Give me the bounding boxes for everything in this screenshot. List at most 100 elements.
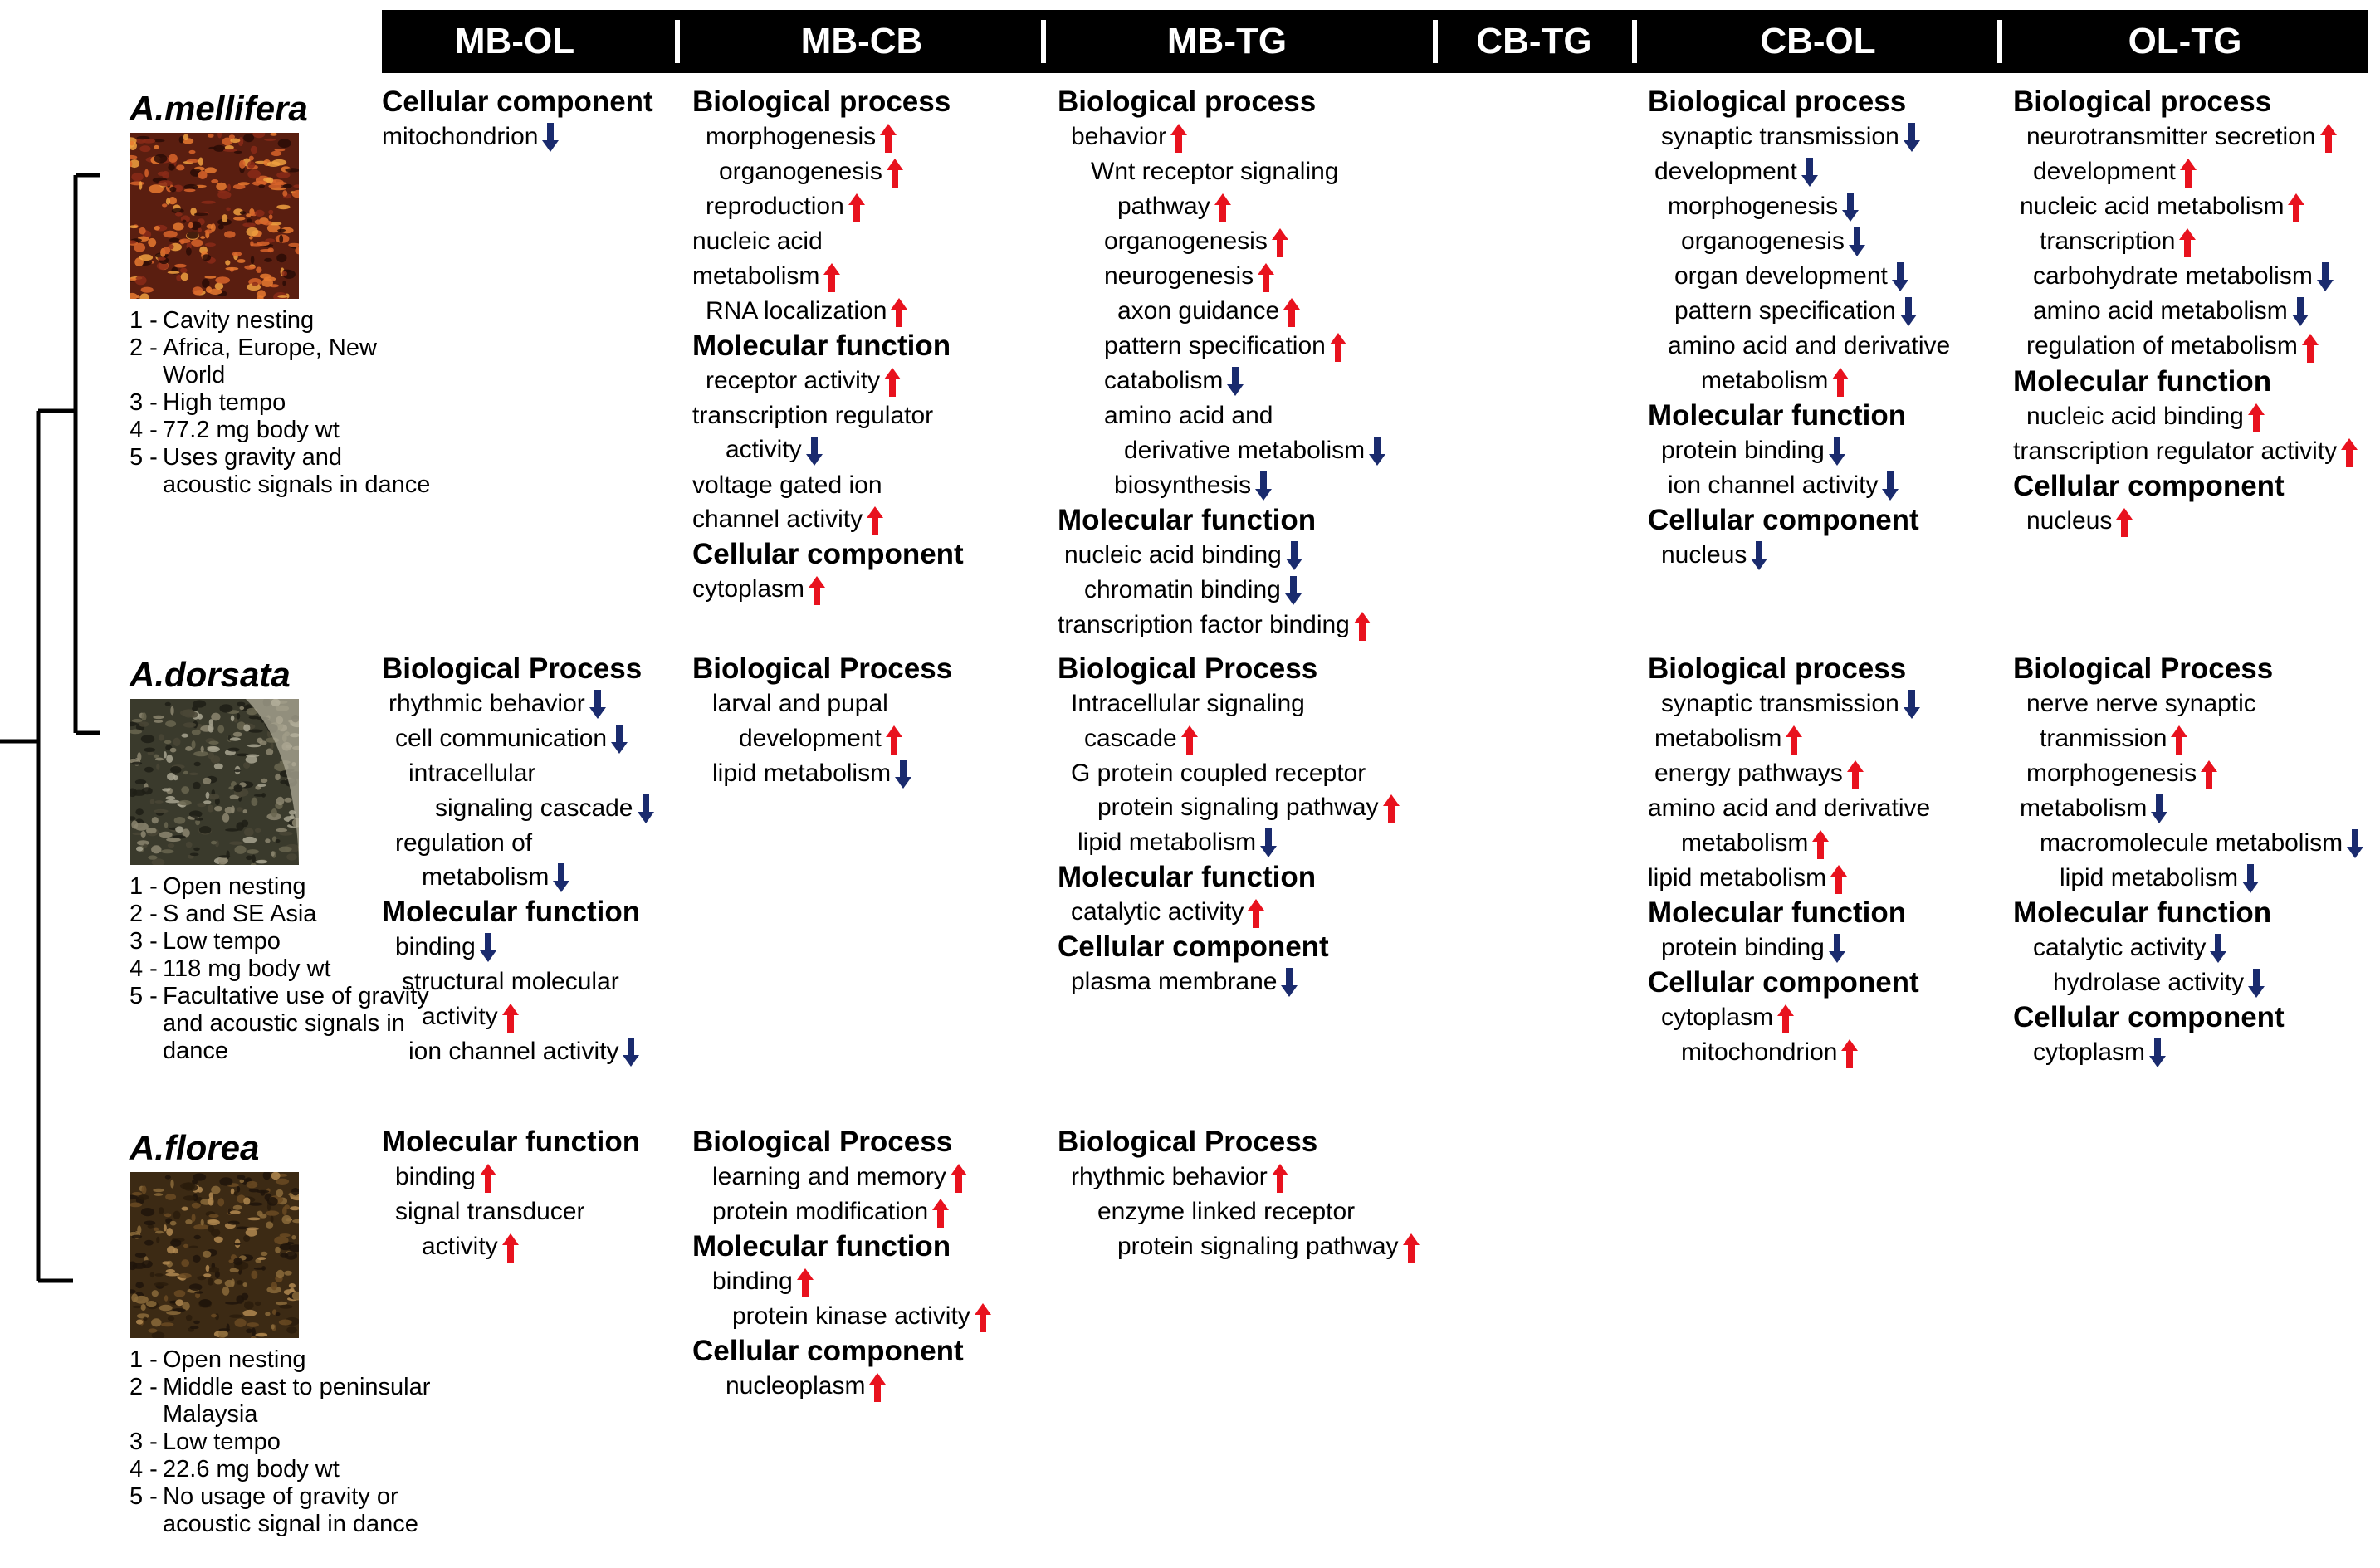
go-term: synaptic transmission [1648, 686, 1930, 721]
column-separator [1632, 20, 1637, 63]
go-term: metabolism [382, 860, 657, 895]
go-term-label: mitochondrion [382, 123, 539, 150]
trait-number: 5 - [130, 1483, 158, 1510]
go-term: amino acid and [1058, 398, 1388, 433]
go-term: rhythmic behavior [382, 686, 657, 721]
trait-item: 4 -77.2 mg body wt [130, 417, 437, 444]
go-category-heading: Biological Process [382, 652, 643, 685]
go-term-label: transcription regulator [692, 401, 934, 429]
go-term-label: macromolecule metabolism [2040, 828, 2343, 857]
trait-text: 77.2 mg body wt [163, 417, 340, 443]
down-arrow-icon [2151, 794, 2168, 823]
column-separator [675, 20, 680, 63]
up-arrow-icon [2179, 228, 2197, 258]
go-term: ion channel activity [1648, 468, 1950, 503]
trait-number: 1 - [130, 1346, 158, 1373]
up-arrow-icon [1353, 611, 1371, 641]
go-term: amino acid and derivative [1648, 791, 1930, 826]
go-term: chromatin binding [1058, 573, 1388, 608]
go-term: nucleus [1648, 538, 1950, 573]
go-term: hydrolase activity [2013, 965, 2366, 1000]
go-term: Wnt receptor signaling [1058, 154, 1388, 189]
go-term: morphogenesis [692, 120, 964, 154]
go-term-label: neurogenesis [1104, 261, 1254, 290]
go-term-label: nerve nerve synaptic [2026, 690, 2256, 717]
up-arrow-icon [867, 506, 884, 536]
go-term: learning and memory [692, 1160, 994, 1194]
go-term: tranmission [2013, 721, 2366, 756]
go-cell-mb-cb-aflorea: Biological Process learning and memory pro… [692, 1125, 994, 1404]
go-term: cytoplasm [692, 572, 964, 607]
go-term: cascade [1058, 721, 1402, 756]
go-term: rhythmic behavior [1058, 1160, 1422, 1194]
go-category-heading: Biological Process [692, 652, 953, 685]
go-term: activity [382, 999, 657, 1034]
go-category-heading: Molecular function [2013, 364, 2272, 398]
go-term-label: catalytic activity [1071, 898, 1244, 926]
up-arrow-icon [869, 1373, 887, 1403]
down-arrow-icon [1281, 968, 1298, 998]
go-term: transcription factor binding [1058, 608, 1388, 642]
go-term: pathway [1058, 189, 1388, 224]
go-term: development [2013, 154, 2360, 189]
trait-text: 22.6 mg body wt [163, 1456, 340, 1483]
go-term: G protein coupled receptor [1058, 756, 1402, 791]
go-cell-mb-cb-adorsata: Biological Process larval and pupal develo… [692, 652, 952, 791]
trait-text: High tempo [163, 389, 286, 416]
go-category-heading: Biological process [2013, 85, 2272, 118]
go-term-label: catabolism [1104, 366, 1224, 394]
go-term: morphogenesis [1648, 189, 1950, 224]
go-term-label: lipid metabolism [1078, 828, 1257, 857]
column-separator [1041, 20, 1046, 63]
up-arrow-icon [886, 159, 903, 188]
up-arrow-icon [809, 576, 826, 606]
go-category-heading: Cellular component [1058, 931, 1329, 964]
go-term: receptor activity [692, 364, 964, 398]
go-term: organogenesis [1648, 224, 1950, 259]
go-term: protein kinase activity [692, 1299, 994, 1334]
go-term: metabolism [2013, 791, 2366, 826]
go-term-label: development [2033, 158, 2176, 186]
go-term-label: organogenesis [1104, 227, 1268, 255]
trait-number: 2 - [130, 901, 158, 927]
phylogeny-tree [0, 173, 100, 1283]
go-term: protein signaling pathway [1058, 1229, 1422, 1264]
go-term: reproduction [692, 189, 964, 224]
go-term-label: amino acid and derivative [1668, 332, 1951, 360]
go-term-label: axon guidance [1117, 296, 1280, 325]
go-term-label: larval and pupal [712, 690, 888, 717]
up-arrow-icon [848, 193, 865, 223]
go-cell-mb-tg-aflorea: Biological Process rhythmic behavior enzym… [1058, 1125, 1422, 1264]
go-term: signal transducer [382, 1194, 640, 1229]
go-term-label: binding [395, 1163, 476, 1190]
go-term-label: development [1654, 158, 1797, 186]
go-term: protein binding [1648, 931, 1930, 965]
go-term-label: hydrolase activity [2053, 968, 2245, 996]
go-term: cytoplasm [1648, 1000, 1930, 1035]
trait-text: Low tempo [163, 928, 281, 955]
go-cell-mb-tg-adorsata: Biological Process Intracellular signalin… [1058, 652, 1402, 999]
down-arrow-icon [637, 794, 654, 823]
up-arrow-icon [1329, 332, 1346, 362]
up-arrow-icon [2288, 193, 2305, 223]
go-term: axon guidance [1058, 294, 1388, 329]
go-term-label: activity [726, 436, 802, 464]
up-arrow-icon [1830, 864, 1848, 894]
up-arrow-icon [1777, 1004, 1795, 1034]
go-term-label: nucleoplasm [726, 1372, 866, 1400]
go-term: organogenesis [1058, 224, 1388, 259]
go-term-label: rhythmic behavior [389, 690, 585, 717]
go-term-label: metabolism [422, 863, 550, 891]
go-term: transcription regulator activity [2013, 434, 2360, 469]
go-term-label: amino acid and [1104, 402, 1273, 430]
go-term-label: activity [422, 1232, 498, 1260]
go-term-label: RNA localization [706, 296, 887, 325]
go-term-label: pattern specification [1674, 297, 1896, 325]
down-arrow-icon [542, 123, 560, 153]
trait-number: 2 - [130, 1374, 158, 1400]
trait-item: 2 - Africa, Europe, New World [130, 335, 437, 389]
go-term-label: pathway [1117, 192, 1210, 220]
go-cell-mb-ol-aflorea: Molecular function binding signal transduc… [382, 1125, 640, 1264]
go-term: nucleic acid binding [1058, 538, 1388, 573]
up-arrow-icon [1846, 760, 1864, 790]
